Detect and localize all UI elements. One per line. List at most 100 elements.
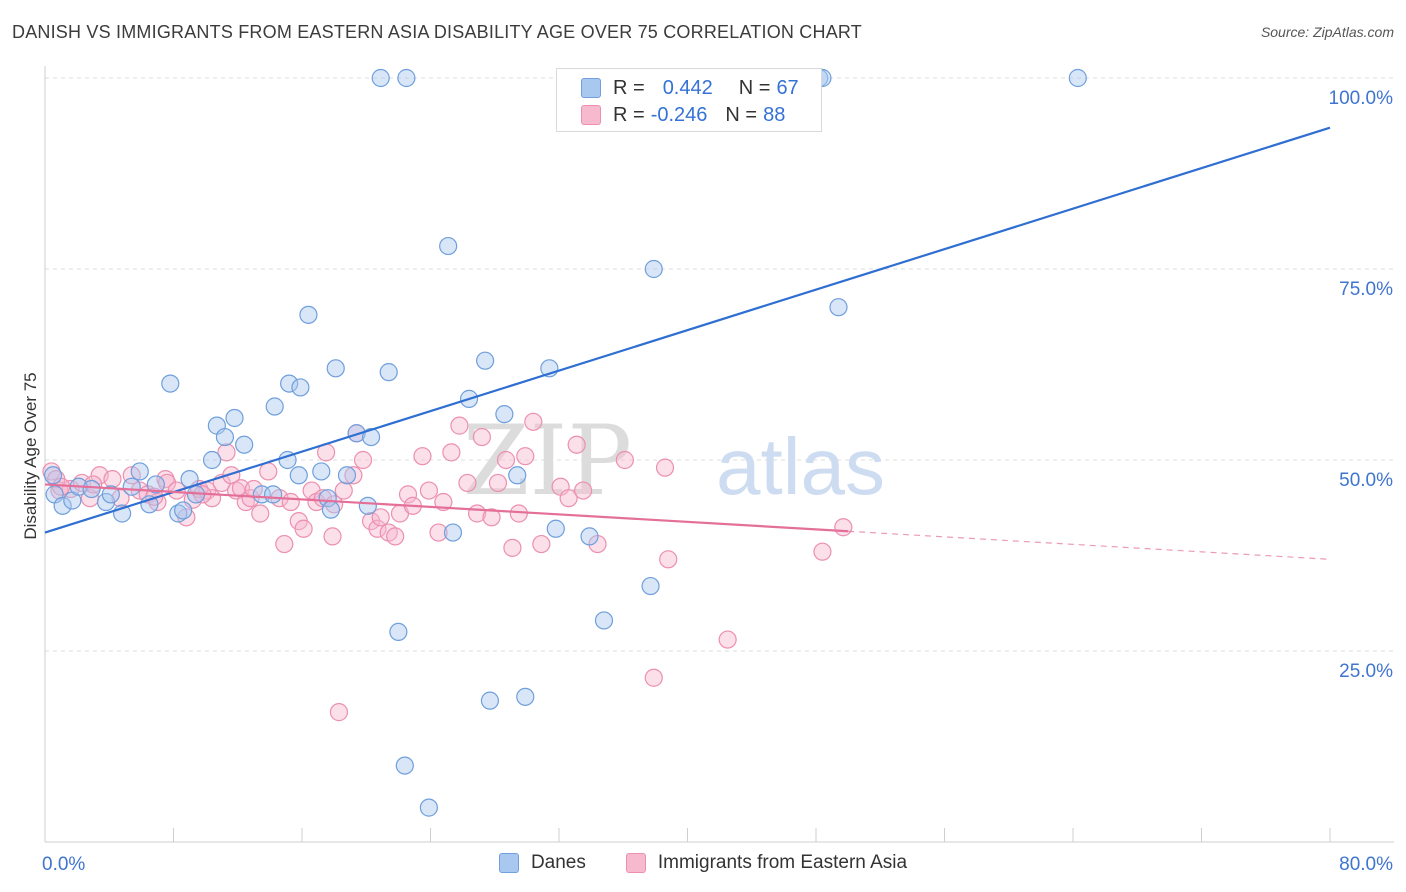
data-point-danes xyxy=(326,359,345,378)
legend-r-value: -0.246 xyxy=(650,103,708,126)
data-point-eastern-asia xyxy=(655,458,675,477)
data-point-eastern-asia xyxy=(559,489,578,508)
data-point-danes xyxy=(495,405,514,424)
data-point-danes xyxy=(516,687,535,706)
data-point-danes xyxy=(161,374,180,393)
data-point-danes xyxy=(641,576,660,596)
data-point-eastern-asia xyxy=(429,523,448,542)
data-point-danes xyxy=(146,475,165,494)
data-point-danes xyxy=(379,363,398,382)
trend-lines xyxy=(44,126,1331,560)
data-point-danes xyxy=(480,691,500,710)
legend-r-label: R = xyxy=(613,76,645,99)
data-point-danes xyxy=(312,462,331,481)
data-point-danes xyxy=(389,622,408,642)
data-point-eastern-asia xyxy=(503,538,522,557)
data-point-danes xyxy=(43,466,63,485)
data-point-danes xyxy=(289,466,308,485)
series-legend: Danes Immigrants from Eastern Asia xyxy=(0,852,1406,874)
data-point-danes xyxy=(202,450,222,470)
data-point-eastern-asia xyxy=(294,519,313,538)
data-point-danes xyxy=(439,236,458,256)
data-point-danes xyxy=(215,427,234,447)
data-point-eastern-asia xyxy=(615,450,634,470)
data-point-danes xyxy=(299,305,318,324)
data-point-eastern-asia xyxy=(496,450,516,470)
series-danes-points xyxy=(43,68,1087,817)
data-point-danes xyxy=(321,500,341,519)
data-point-danes xyxy=(263,485,283,504)
data-point-danes xyxy=(265,397,284,416)
data-point-eastern-asia xyxy=(834,518,853,537)
grid-lines xyxy=(45,77,1394,652)
data-point-danes xyxy=(1068,68,1087,88)
data-point-danes xyxy=(280,374,299,393)
data-point-eastern-asia xyxy=(217,443,236,462)
data-point-eastern-asia xyxy=(434,492,453,512)
data-point-danes xyxy=(419,798,438,817)
data-point-eastern-asia xyxy=(251,504,270,523)
series-eastern-asia-points xyxy=(42,412,853,722)
data-point-eastern-asia xyxy=(472,427,491,447)
x-tick-label: 80.0% xyxy=(1339,854,1393,875)
data-point-danes xyxy=(358,496,377,515)
data-point-danes xyxy=(82,479,101,499)
data-point-eastern-asia xyxy=(573,481,593,500)
data-point-eastern-asia xyxy=(353,450,373,470)
data-point-danes xyxy=(122,477,141,496)
data-point-eastern-asia xyxy=(386,527,405,546)
data-point-eastern-asia xyxy=(344,466,363,485)
legend-n-label: N = xyxy=(725,103,758,126)
data-point-eastern-asia xyxy=(103,470,122,489)
data-point-eastern-asia xyxy=(482,508,501,527)
legend-item-eastern-asia: Immigrants from Eastern Asia xyxy=(625,852,908,874)
data-point-eastern-asia xyxy=(361,512,381,531)
data-point-eastern-asia xyxy=(718,630,737,649)
legend-label-eastern-asia: Immigrants from Eastern Asia xyxy=(657,852,908,873)
legend-row-eastern-asia: R = -0.246 N = 88 xyxy=(581,102,785,128)
trend-line-eastern-asia-extension xyxy=(848,530,1331,560)
data-point-eastern-asia xyxy=(398,485,418,504)
data-point-eastern-asia xyxy=(329,703,349,722)
data-point-eastern-asia xyxy=(532,534,551,554)
y-axis-label: Disability Age Over 75 xyxy=(21,372,40,539)
data-point-eastern-asia xyxy=(413,447,432,466)
axes xyxy=(44,66,1394,843)
data-point-danes xyxy=(371,68,390,88)
y-tick-label: 100.0% xyxy=(1329,88,1394,109)
tick-labels: 25.0% 50.0% 75.0% 100.0% 0.0% 80.0% xyxy=(42,88,1393,875)
data-point-eastern-asia xyxy=(516,447,535,466)
watermark: ZIP atlas xyxy=(463,405,885,517)
stats-legend: R = 0.442 N = 67 R = -0.246 N = 88 xyxy=(556,68,822,132)
data-point-danes xyxy=(337,466,357,485)
data-point-danes xyxy=(397,68,416,88)
data-point-eastern-asia xyxy=(567,435,586,454)
x-tick-label: 0.0% xyxy=(42,854,85,875)
legend-swatch-eastern-asia xyxy=(625,853,646,873)
data-point-danes xyxy=(546,519,565,538)
data-point-danes xyxy=(594,611,614,630)
data-point-danes xyxy=(508,466,527,485)
data-point-danes xyxy=(361,427,381,447)
data-point-danes xyxy=(443,523,463,542)
chart-title: DANISH VS IMMIGRANTS FROM EASTERN ASIA D… xyxy=(12,22,862,42)
data-point-eastern-asia xyxy=(334,481,353,500)
data-point-eastern-asia xyxy=(488,473,508,493)
data-point-danes xyxy=(225,408,244,428)
data-point-danes xyxy=(829,298,848,317)
data-point-danes xyxy=(169,504,188,523)
chart-source: Source: ZipAtlas.com xyxy=(1260,24,1394,40)
trend-line-eastern-asia xyxy=(44,483,849,533)
legend-n-label: N = xyxy=(738,76,771,99)
data-point-eastern-asia xyxy=(644,668,663,687)
data-point-eastern-asia xyxy=(275,534,294,554)
legend-item-danes: Danes xyxy=(498,852,586,874)
data-point-danes xyxy=(395,756,414,775)
data-point-danes xyxy=(644,259,663,279)
y-tick-label: 25.0% xyxy=(1339,661,1393,682)
data-point-danes xyxy=(130,462,149,481)
watermark-atlas: atlas xyxy=(716,422,885,511)
legend-r-value: 0.442 xyxy=(662,76,713,99)
data-point-eastern-asia xyxy=(368,519,387,538)
data-point-danes xyxy=(291,378,310,397)
